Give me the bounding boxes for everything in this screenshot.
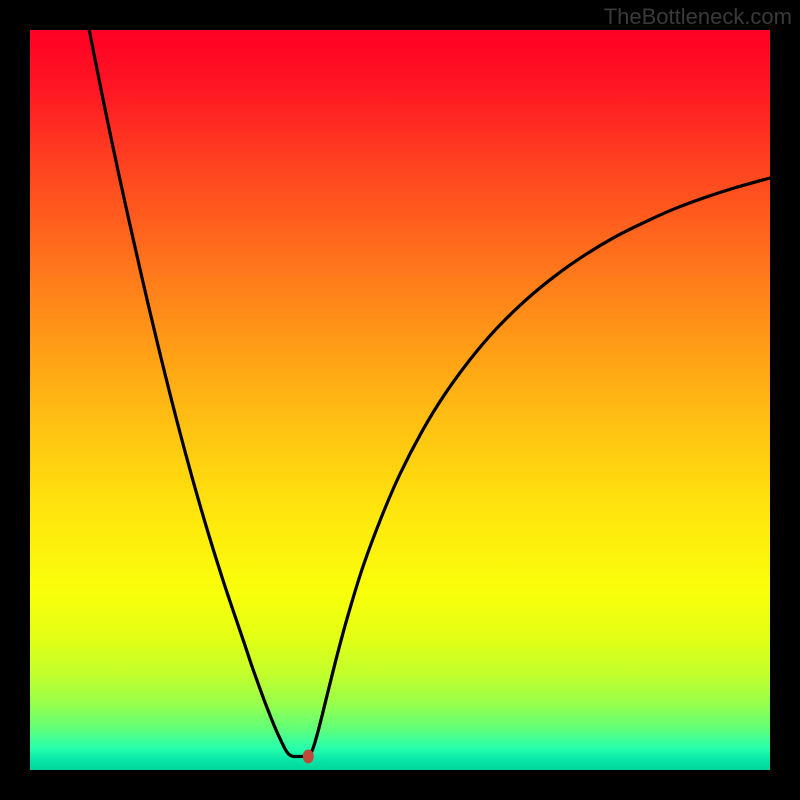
- bottleneck-chart: TheBottleneck.com: [0, 0, 800, 800]
- bottleneck-marker: [303, 749, 314, 763]
- watermark-text: TheBottleneck.com: [604, 4, 792, 30]
- plot-area-gradient: [30, 30, 770, 770]
- chart-svg: [0, 0, 800, 800]
